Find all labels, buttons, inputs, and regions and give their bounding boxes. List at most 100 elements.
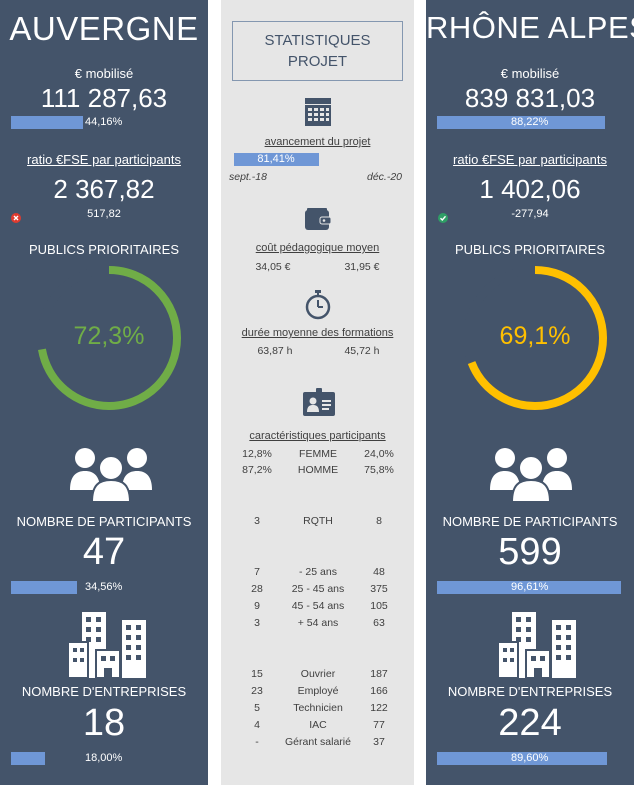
statut-label: IAC xyxy=(309,719,327,731)
participants-percent: 96,61% xyxy=(511,581,549,593)
ratio-label: ratio €FSE par participants xyxy=(453,152,607,167)
region-panel-left: AUVERGNE € mobilisé 111 287,63 44,16% ra… xyxy=(0,0,208,785)
statut-right: 37 xyxy=(373,736,385,748)
age-right: 375 xyxy=(370,583,388,595)
entreprises-bar-fill xyxy=(437,752,608,765)
publics-label: PUBLICS PRIORITAIRES xyxy=(28,242,179,257)
participants-icon xyxy=(70,440,152,503)
genre-right: 75,8% xyxy=(364,464,394,476)
cout-right: 31,95 € xyxy=(344,261,380,273)
mobilise-label: € mobilisé xyxy=(500,66,560,81)
stats-title-line2: PROJET xyxy=(287,53,348,70)
error-status-icon xyxy=(11,210,21,223)
age-right: 63 xyxy=(373,617,385,629)
entreprises-bar: 89,60% xyxy=(437,752,627,765)
participants-bar-fill xyxy=(437,581,621,594)
caract-label: caractéristiques participants xyxy=(249,430,386,442)
statut-label: Gérant salarié xyxy=(285,736,351,748)
mobilise-bar: 44,16% xyxy=(11,116,175,129)
statut-left: 23 xyxy=(251,685,263,697)
mobilise-bar-fill xyxy=(437,116,605,129)
age-row: 28 25 - 45 ans 375 xyxy=(221,583,414,597)
rqth-row: 3 RQTH 8 xyxy=(221,515,414,529)
statut-right: 122 xyxy=(370,702,388,714)
statut-label: Ouvrier xyxy=(300,668,336,680)
age-left: 7 xyxy=(254,566,260,578)
stats-title-line1: STATISTIQUES xyxy=(264,32,371,49)
publics-ring xyxy=(34,263,184,413)
date-end: déc.-20 xyxy=(367,171,403,183)
mobilise-label: € mobilisé xyxy=(74,66,134,81)
age-label: 45 - 54 ans xyxy=(291,600,345,612)
rqth-right: 8 xyxy=(376,515,382,527)
entreprises-bar-fill xyxy=(11,752,46,765)
entreprises-icon xyxy=(67,612,150,679)
entreprises-icon xyxy=(497,612,580,679)
entreprises-label: NOMBRE D'ENTREPRISES xyxy=(21,684,187,699)
statut-row: 23 Employé 166 xyxy=(221,685,414,699)
age-left: 3 xyxy=(254,617,260,629)
cout-label: coût pédagogique moyen xyxy=(255,242,380,254)
age-label: - 25 ans xyxy=(299,566,337,578)
age-left: 28 xyxy=(251,583,263,595)
stopwatch-icon xyxy=(305,290,331,320)
publics-ring-arc xyxy=(37,266,181,410)
cout-left: 34,05 € xyxy=(255,261,291,273)
participants-percent: 34,56% xyxy=(85,581,123,593)
ratio-value: 1 402,06 xyxy=(479,174,581,204)
duree-label: durée moyenne des formations xyxy=(241,327,394,339)
statut-right: 166 xyxy=(370,685,388,697)
statut-row: 5 Technicien 122 xyxy=(221,702,414,716)
mobilise-percent: 88,22% xyxy=(511,116,549,128)
statut-label: Employé xyxy=(297,685,339,697)
age-right: 48 xyxy=(373,566,385,578)
mobilise-bar: 88,22% xyxy=(437,116,627,129)
participants-icon xyxy=(490,440,572,503)
age-row: 3 + 54 ans 63 xyxy=(221,617,414,631)
statut-label: Technicien xyxy=(293,702,343,714)
entreprises-percent: 18,00% xyxy=(85,752,123,764)
participants-label: NOMBRE DE PARTICIPANTS xyxy=(442,514,618,529)
statut-row: - Gérant salarié 37 xyxy=(221,736,414,750)
ratio-value: 2 367,82 xyxy=(53,174,155,204)
duree-right: 45,72 h xyxy=(344,345,380,357)
ratio-delta: 517,82 xyxy=(87,208,121,220)
statut-right: 77 xyxy=(373,719,385,731)
ratio-label: ratio €FSE par participants xyxy=(27,152,181,167)
publics-percent: 72,3% xyxy=(73,322,145,350)
publics-ring xyxy=(460,263,610,413)
participants-value: 599 xyxy=(498,531,562,573)
participants-label: NOMBRE DE PARTICIPANTS xyxy=(16,514,192,529)
genre-row-homme: 87,2% HOMME 75,8% xyxy=(221,464,414,478)
mobilise-value: 111 287,63 xyxy=(40,83,168,113)
mobilise-bar-fill xyxy=(11,116,84,129)
rqth-left: 3 xyxy=(254,515,260,527)
avancement-label: avancement du projet xyxy=(264,136,371,148)
calendar-icon xyxy=(305,98,331,126)
id-card-icon xyxy=(303,388,335,416)
participants-bar: 96,61% xyxy=(437,581,627,594)
check-status-icon xyxy=(438,210,448,223)
age-label: + 54 ans xyxy=(297,617,339,629)
region-panel-right: RHÔNE ALPES € mobilisé 839 831,03 88,22%… xyxy=(426,0,635,785)
age-row: 9 45 - 54 ans 105 xyxy=(221,600,414,614)
age-right: 105 xyxy=(370,600,388,612)
statut-left: 5 xyxy=(254,702,260,714)
entreprises-value: 224 xyxy=(498,702,562,744)
statut-row: 15 Ouvrier 187 xyxy=(221,668,414,682)
entreprises-percent: 89,60% xyxy=(511,752,549,764)
avancement-bar-fill xyxy=(234,153,319,166)
entreprises-label: NOMBRE D'ENTREPRISES xyxy=(447,684,613,699)
participants-bar: 34,56% xyxy=(11,581,201,594)
statut-row: 4 IAC 77 xyxy=(221,719,414,733)
age-left: 9 xyxy=(254,600,260,612)
date-start: sept.-18 xyxy=(229,171,267,183)
genre-label: HOMME xyxy=(297,464,339,476)
statistics-panel: STATISTIQUES PROJET avancement du projet… xyxy=(221,0,414,785)
publics-ring-arc xyxy=(463,266,607,410)
statut-left: 4 xyxy=(254,719,260,731)
age-row: 7 - 25 ans 48 xyxy=(221,566,414,580)
genre-left: 12,8% xyxy=(242,448,272,460)
avancement-percent: 81,41% xyxy=(257,153,295,165)
age-label: 25 - 45 ans xyxy=(291,583,345,595)
